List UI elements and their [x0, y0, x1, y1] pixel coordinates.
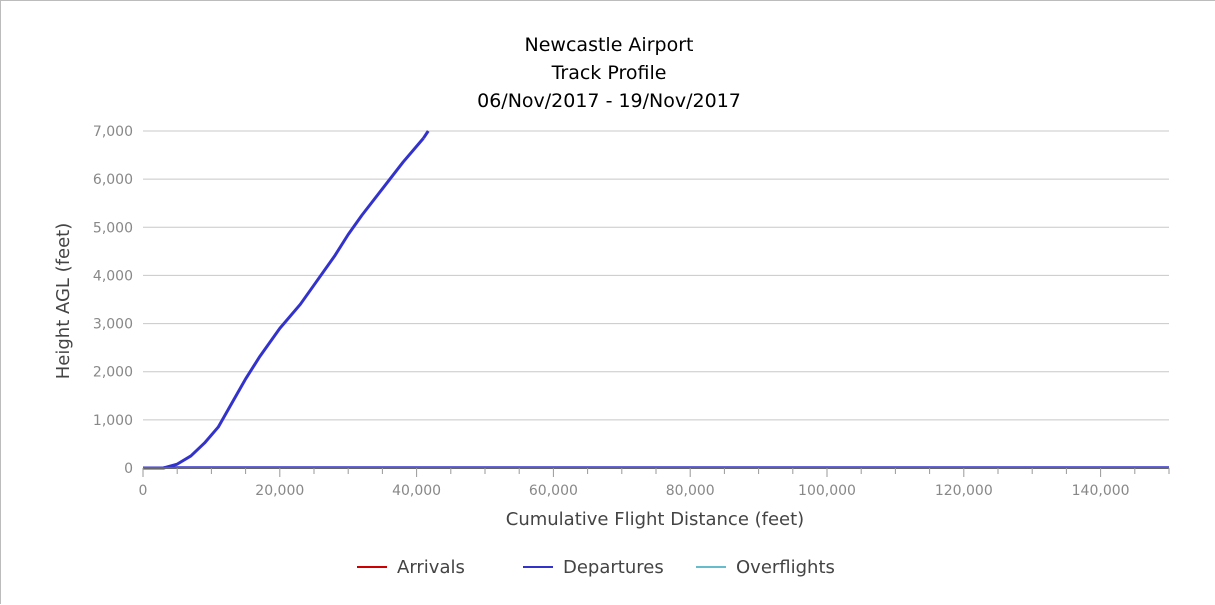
- x-axis-label: Cumulative Flight Distance (feet): [506, 509, 804, 530]
- y-tick-label: 1,000: [93, 413, 133, 429]
- x-tick-label: 100,000: [798, 483, 856, 499]
- departures-series-line: [143, 137, 425, 470]
- y-tick-label: 6,000: [93, 172, 133, 188]
- x-tick-label: 20,000: [255, 483, 304, 499]
- x-tick-label: 60,000: [529, 483, 578, 499]
- chart-title: Newcastle Airport Track Profile 06/Nov/2…: [477, 34, 741, 112]
- legend-label-departures: Departures: [563, 557, 664, 578]
- y-tick-label: 0: [124, 461, 133, 477]
- x-tick-label: 40,000: [392, 483, 441, 499]
- series-layer: [143, 130, 1169, 470]
- y-tick-label: 4,000: [93, 268, 133, 284]
- legend-label-arrivals: Arrivals: [397, 557, 465, 578]
- y-tick-label: 3,000: [93, 317, 133, 333]
- x-tick-label: 0: [139, 483, 148, 499]
- y-tick-label: 5,000: [93, 220, 133, 236]
- y-tick-label: 7,000: [93, 124, 133, 140]
- legend-label-overflights: Overflights: [736, 557, 835, 578]
- chart-title-line-2: Track Profile: [551, 62, 667, 84]
- x-tick-label: 80,000: [666, 483, 715, 499]
- gridlines: [143, 130, 1169, 421]
- x-tick-label: 120,000: [935, 483, 993, 499]
- y-tick-label: 2,000: [93, 365, 133, 381]
- departures-series-top: [422, 130, 430, 140]
- chart-title-line-3: 06/Nov/2017 - 19/Nov/2017: [477, 90, 741, 112]
- y-axis-label: Height AGL (feet): [53, 223, 74, 380]
- axes: 0 20,000 40,000 60,000 80,000 100,000 120,000 1…: [93, 124, 1170, 499]
- legend: Arrivals Departures Overflights: [357, 557, 835, 578]
- chart-title-line-1: Newcastle Airport: [525, 34, 694, 56]
- x-tick-label: 140,000: [1072, 483, 1130, 499]
